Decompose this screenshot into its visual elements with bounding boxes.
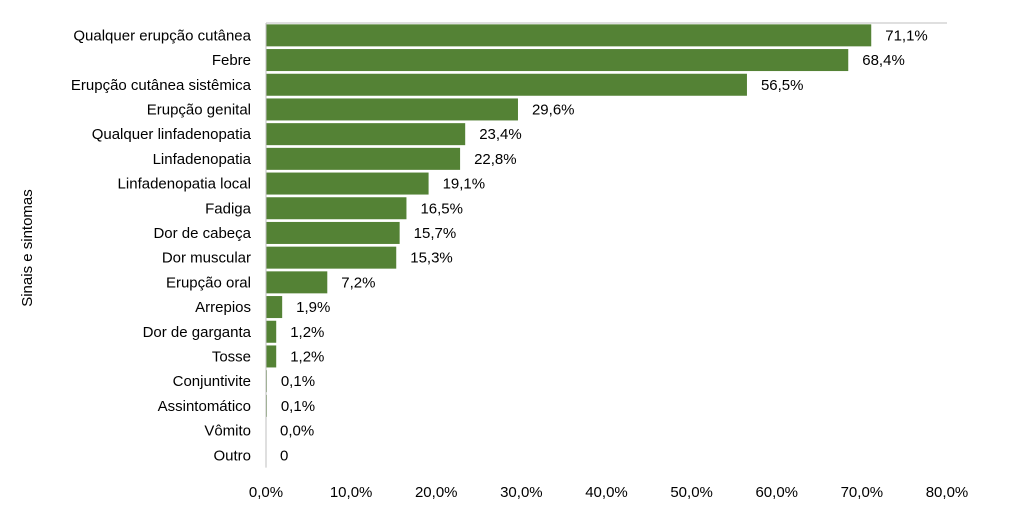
x-tick-label: 0,0% <box>249 484 283 501</box>
x-tick-label: 30,0% <box>500 484 543 501</box>
data-label: 7,2% <box>341 274 375 291</box>
x-tick-label: 10,0% <box>330 484 373 501</box>
bar-13 <box>266 345 277 368</box>
bars-group <box>266 24 872 417</box>
x-tick-label: 40,0% <box>585 484 628 501</box>
category-label: Dor de cabeça <box>153 225 251 242</box>
data-label: 71,1% <box>885 27 928 44</box>
bar-9 <box>266 246 397 269</box>
bar-12 <box>266 320 277 343</box>
category-label: Qualquer erupção cutânea <box>73 27 251 44</box>
bar-4 <box>266 123 466 146</box>
bar-7 <box>266 197 407 220</box>
data-label: 0,1% <box>281 373 315 390</box>
bar-10 <box>266 271 328 294</box>
category-label: Assintomático <box>158 398 251 415</box>
bar-6 <box>266 172 429 195</box>
category-label: Arrepios <box>195 299 251 316</box>
bar-3 <box>266 98 518 121</box>
x-tick-label: 50,0% <box>670 484 713 501</box>
bar-11 <box>266 296 283 319</box>
category-label: Qualquer linfadenopatia <box>92 126 252 143</box>
data-label: 16,5% <box>420 200 463 217</box>
data-label: 22,8% <box>474 151 517 168</box>
category-label: Dor de garganta <box>143 324 252 341</box>
x-tick-label: 60,0% <box>755 484 798 501</box>
category-label: Linfadenopatia local <box>118 176 251 193</box>
data-label: 68,4% <box>862 52 905 69</box>
data-label: 19,1% <box>443 176 486 193</box>
data-label: 29,6% <box>532 101 575 118</box>
data-label: 0 <box>280 447 288 464</box>
category-label: Erupção oral <box>166 274 251 291</box>
data-label: 0,0% <box>280 423 314 440</box>
category-label: Febre <box>212 52 251 69</box>
category-label: Vômito <box>204 423 251 440</box>
bar-8 <box>266 221 400 244</box>
x-tick-label: 80,0% <box>926 484 969 501</box>
y-axis-title: Sinais e sintomas <box>19 189 36 307</box>
bar-2 <box>266 73 747 96</box>
data-label: 1,2% <box>290 324 324 341</box>
bar-5 <box>266 147 461 170</box>
data-label: 23,4% <box>479 126 522 143</box>
category-label: Fadiga <box>205 200 252 217</box>
x-tick-label: 70,0% <box>841 484 884 501</box>
category-label: Linfadenopatia <box>153 151 252 168</box>
category-label: Conjuntivite <box>173 373 251 390</box>
category-labels: Qualquer erupção cutânea Febre Erupção cut… <box>71 27 252 464</box>
bar-1 <box>266 49 849 72</box>
x-axis-ticks: 0,0% 10,0% 20,0% 30,0% 40,0% 50,0% 60,0% 70,0% 8… <box>249 484 968 501</box>
category-label: Erupção cutânea sistêmica <box>71 77 252 94</box>
bar-0 <box>266 24 872 47</box>
category-label: Erupção genital <box>147 101 251 118</box>
data-labels: 71,1% 68,4% 56,5% 29,6% 23,4% 22,8% 19,1% 16,5%… <box>280 27 928 464</box>
data-label: 15,3% <box>410 250 453 267</box>
data-label: 1,9% <box>296 299 330 316</box>
data-label: 56,5% <box>761 77 804 94</box>
category-label: Dor muscular <box>162 250 251 267</box>
category-label: Outro <box>213 447 251 464</box>
x-tick-label: 20,0% <box>415 484 458 501</box>
data-label: 1,2% <box>290 348 324 365</box>
category-label: Tosse <box>212 348 251 365</box>
data-label: 15,7% <box>414 225 457 242</box>
data-label: 0,1% <box>281 398 315 415</box>
